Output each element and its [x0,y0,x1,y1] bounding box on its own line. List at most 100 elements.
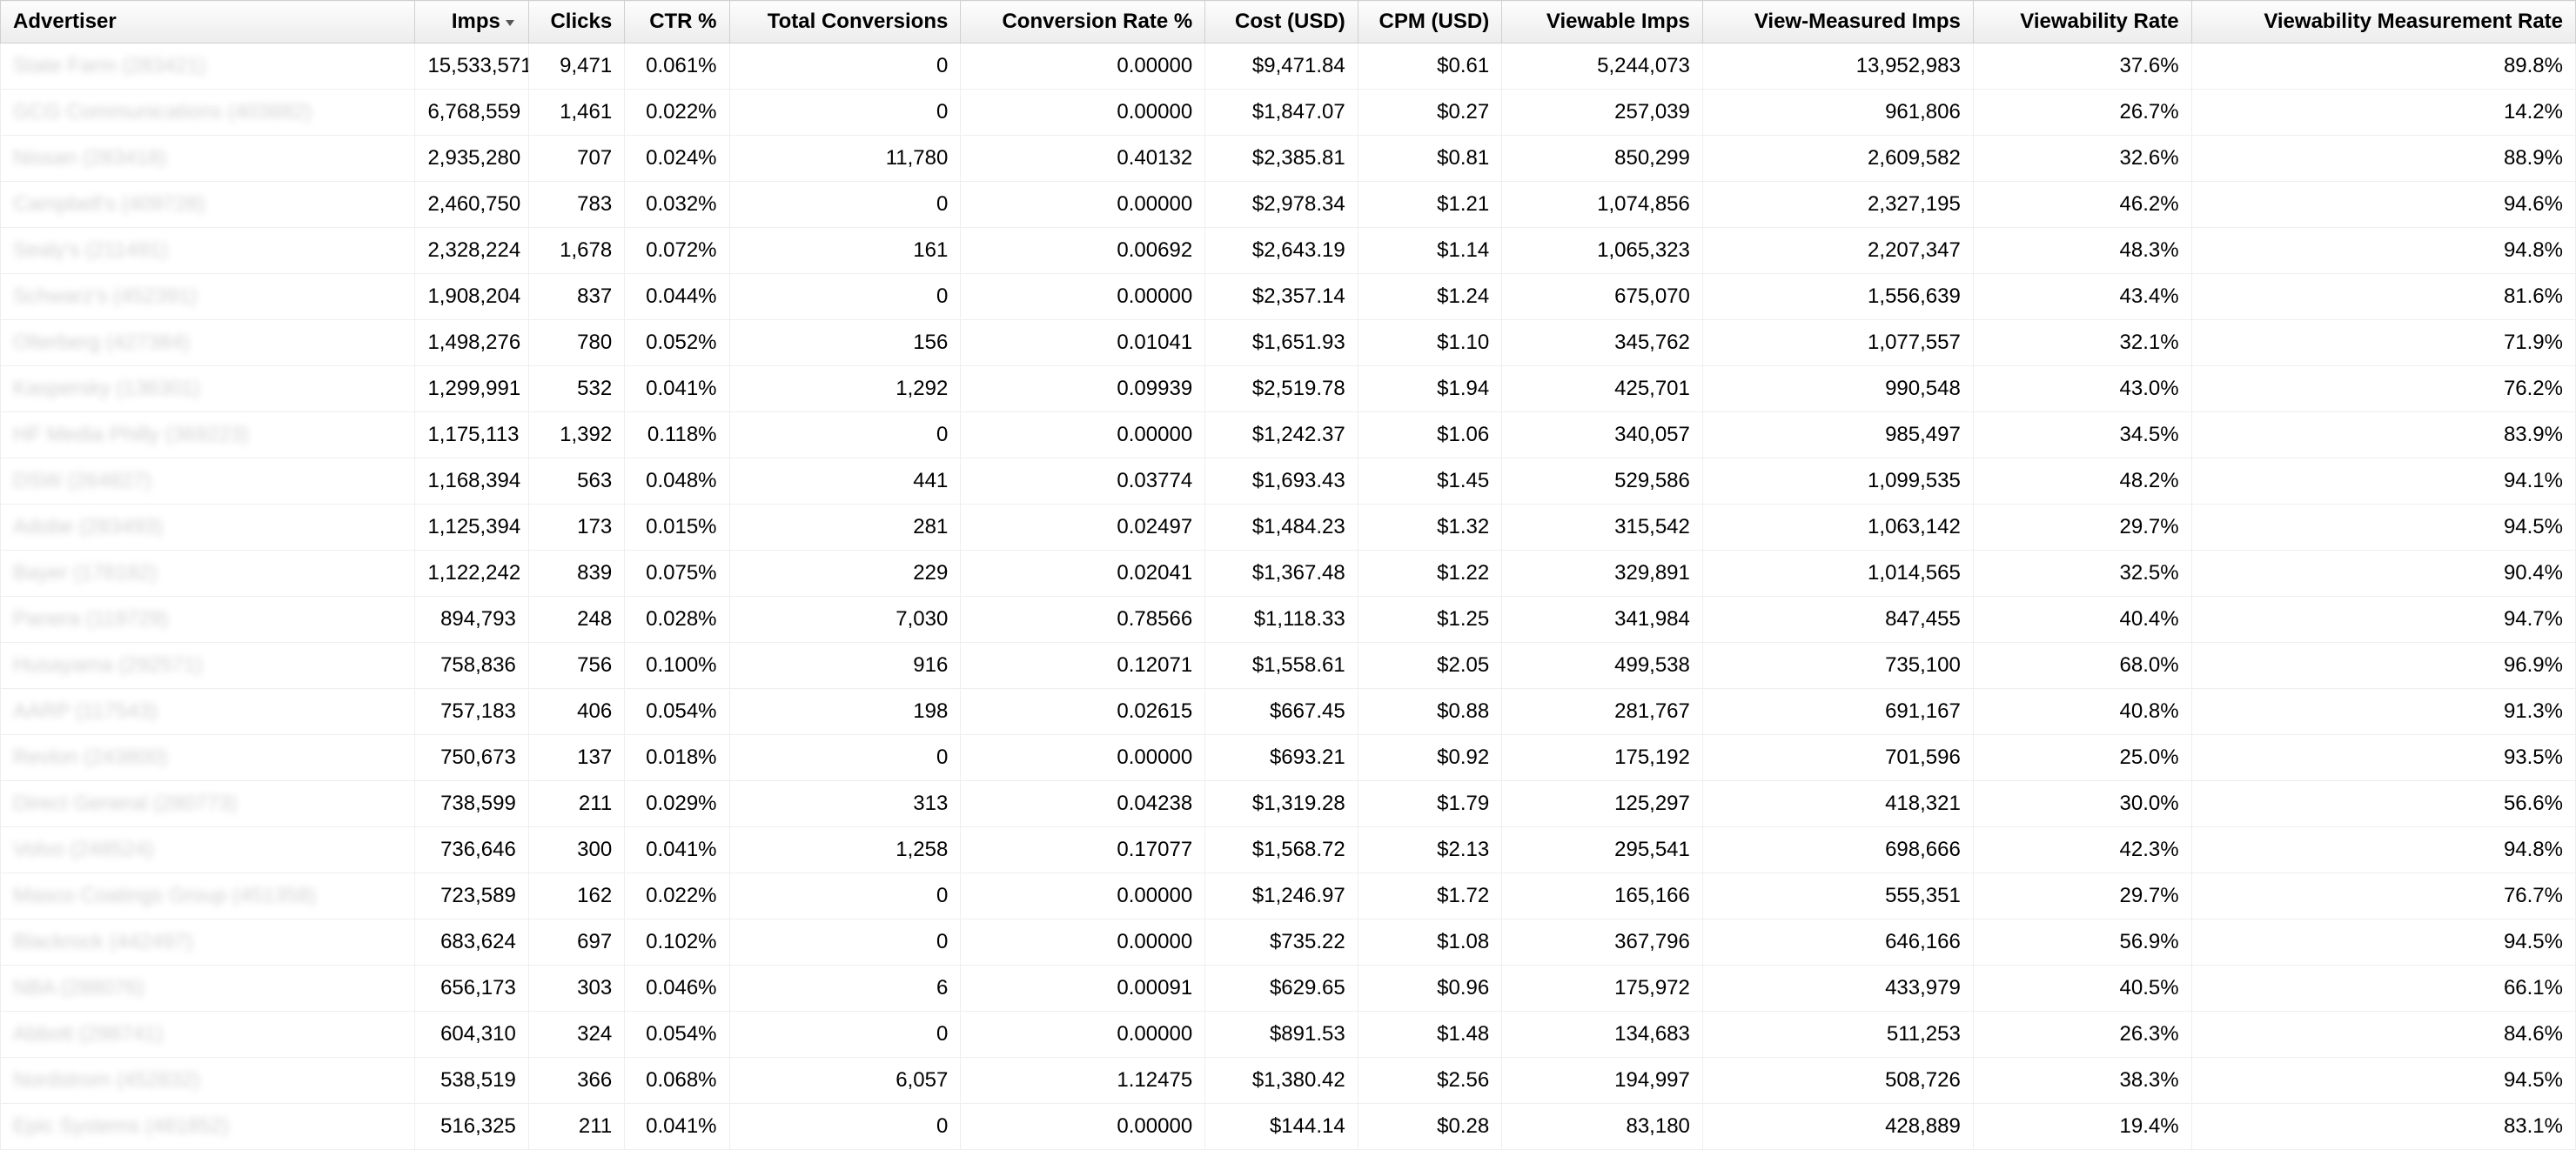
metric-cell: 26.3% [1973,1012,2191,1058]
metric-cell: 0.022% [625,873,729,919]
col-header[interactable]: Viewability Rate [1973,1,2191,43]
table-row[interactable]: NBA (288076)656,1733030.046%60.00091$629… [1,966,2576,1012]
metric-cell: $693.21 [1205,735,1358,781]
metric-cell: $0.28 [1358,1104,1502,1150]
metric-cell: 56.6% [2191,781,2575,827]
metric-cell: $735.22 [1205,919,1358,966]
metric-cell: 329,891 [1502,551,1703,597]
col-header[interactable]: Cost (USD) [1205,1,1358,43]
metric-cell: $1.14 [1358,228,1502,274]
table-row[interactable]: Masco Coatings Group (451358)723,5891620… [1,873,2576,919]
metric-cell: 175,192 [1502,735,1703,781]
metric-cell: 94.6% [2191,182,2575,228]
metric-cell: 30.0% [1973,781,2191,827]
table-row[interactable]: HF Media Philly (369223)1,175,1131,3920.… [1,412,2576,458]
metric-cell: $0.96 [1358,966,1502,1012]
metric-cell: 134,683 [1502,1012,1703,1058]
table-row[interactable]: GCG Communications (403882)6,768,5591,46… [1,90,2576,136]
col-header[interactable]: View-Measured Imps [1702,1,1973,43]
table-row[interactable]: Olterberg (427384)1,498,2767800.052%1560… [1,320,2576,366]
table-row[interactable]: Abbott (298741)604,3103240.054%00.00000$… [1,1012,2576,1058]
metric-cell: 83.1% [2191,1104,2575,1150]
metric-cell: 736,646 [415,827,528,873]
col-header[interactable]: Imps [415,1,528,43]
metric-cell: 538,519 [415,1058,528,1104]
col-header[interactable]: Clicks [528,1,624,43]
table-row[interactable]: AARP (117543)757,1834060.054%1980.02615$… [1,689,2576,735]
metric-cell: 40.4% [1973,597,2191,643]
metric-cell: $1.08 [1358,919,1502,966]
table-header: AdvertiserImpsClicksCTR %Total Conversio… [1,1,2576,43]
metric-cell: 555,351 [1702,873,1973,919]
metric-cell: 0 [729,873,961,919]
col-header[interactable]: Viewability Measurement Rate [2191,1,2575,43]
table-row[interactable]: Kaspersky (136301)1,299,9915320.041%1,29… [1,366,2576,412]
metric-cell: 529,586 [1502,458,1703,505]
metric-cell: 6,057 [729,1058,961,1104]
table-row[interactable]: Epic Systems (481852)516,3252110.041%00.… [1,1104,2576,1150]
col-header[interactable]: Viewable Imps [1502,1,1703,43]
metric-cell: 0 [729,919,961,966]
metric-cell: 161 [729,228,961,274]
metric-cell: 0.00000 [961,43,1205,90]
col-header[interactable]: CTR % [625,1,729,43]
metric-cell: 508,726 [1702,1058,1973,1104]
metric-cell: 32.5% [1973,551,2191,597]
metric-cell: 56.9% [1973,919,2191,966]
metric-cell: 2,609,582 [1702,136,1973,182]
metric-cell: 42.3% [1973,827,2191,873]
metric-cell: 91.3% [2191,689,2575,735]
table-row[interactable]: Direct General (280773)738,5992110.029%3… [1,781,2576,827]
metric-cell: 165,166 [1502,873,1703,919]
metric-cell: 0.102% [625,919,729,966]
table-row[interactable]: Bayer (178182)1,122,2428390.075%2290.020… [1,551,2576,597]
metric-cell: 1,099,535 [1702,458,1973,505]
metric-cell: 0.78566 [961,597,1205,643]
metric-cell: $0.27 [1358,90,1502,136]
metric-cell: 1,122,242 [415,551,528,597]
metric-cell: 0.072% [625,228,729,274]
col-header[interactable]: Total Conversions [729,1,961,43]
table-row[interactable]: State Farm (283421)15,533,5719,4710.061%… [1,43,2576,90]
table-row[interactable]: Schwarz's (452391)1,908,2048370.044%00.0… [1,274,2576,320]
metric-cell: 94.7% [2191,597,2575,643]
table-row[interactable]: Blackrock (442497)683,6246970.102%00.000… [1,919,2576,966]
table-row[interactable]: Panera (119729)894,7932480.028%7,0300.78… [1,597,2576,643]
metric-cell: 0.075% [625,551,729,597]
metric-cell: 783 [528,182,624,228]
metric-cell: 1,678 [528,228,624,274]
metric-cell: 0.024% [625,136,729,182]
metric-cell: 0.12071 [961,643,1205,689]
metric-cell: 37.6% [1973,43,2191,90]
table-row[interactable]: Nissan (283418)2,935,2807070.024%11,7800… [1,136,2576,182]
metric-cell: $1,568.72 [1205,827,1358,873]
metric-cell: 32.1% [1973,320,2191,366]
table-row[interactable]: DSW (264827)1,168,3945630.048%4410.03774… [1,458,2576,505]
col-header[interactable]: Conversion Rate % [961,1,1205,43]
table-row[interactable]: Sealy's (211491)2,328,2241,6780.072%1610… [1,228,2576,274]
table-row[interactable]: Adobe (283493)1,125,3941730.015%2810.024… [1,505,2576,551]
metric-cell: 428,889 [1702,1104,1973,1150]
metric-cell: 1,063,142 [1702,505,1973,551]
metric-cell: 281 [729,505,961,551]
table-row[interactable]: Volvo (248524)736,6463000.041%1,2580.170… [1,827,2576,873]
advertiser-cell: Panera (119729) [1,597,415,643]
report-table: AdvertiserImpsClicksCTR %Total Conversio… [0,0,2576,1150]
table-row[interactable]: Nordstrom (452832)538,5193660.068%6,0571… [1,1058,2576,1104]
metric-cell: 13,952,983 [1702,43,1973,90]
metric-cell: 0 [729,412,961,458]
metric-cell: 441 [729,458,961,505]
metric-cell: $1,651.93 [1205,320,1358,366]
col-header[interactable]: Advertiser [1,1,415,43]
metric-cell: 961,806 [1702,90,1973,136]
metric-cell: $1.22 [1358,551,1502,597]
metric-cell: 0.061% [625,43,729,90]
table-row[interactable]: Revlon (243800)750,6731370.018%00.00000$… [1,735,2576,781]
table-row[interactable]: Campbell's (409728)2,460,7507830.032%00.… [1,182,2576,228]
metric-cell: 300 [528,827,624,873]
table-row[interactable]: Husayama (292571)758,8367560.100%9160.12… [1,643,2576,689]
metric-cell: 0.00000 [961,735,1205,781]
metric-cell: 1,065,323 [1502,228,1703,274]
col-header[interactable]: CPM (USD) [1358,1,1502,43]
metric-cell: 532 [528,366,624,412]
